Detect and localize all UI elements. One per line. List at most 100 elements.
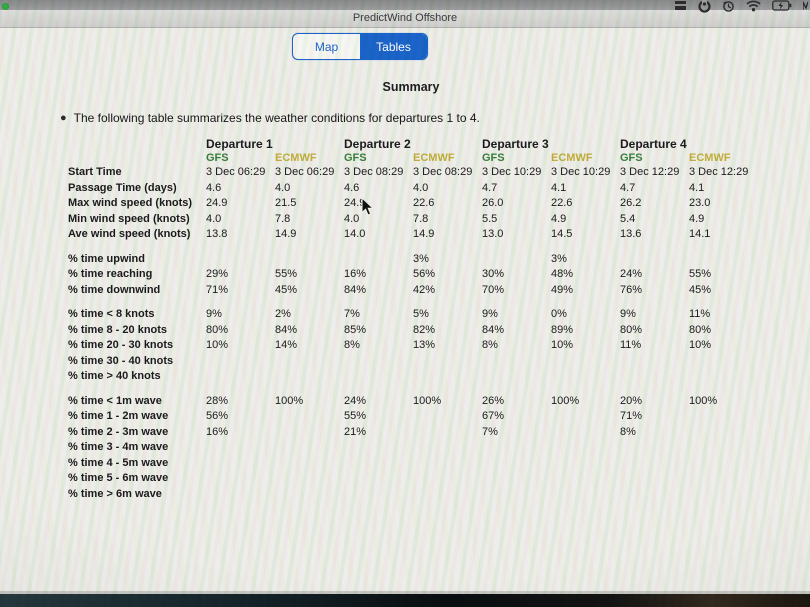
table-row: % time 4 - 5m wave: [68, 457, 762, 473]
table-cell: 11%: [689, 308, 711, 320]
gfs-column-header: GFS: [620, 152, 643, 164]
table-row: % time > 6m wave: [68, 488, 762, 504]
table-cell: 14.1: [689, 228, 711, 240]
departure-header-row: Departure 1 Departure 2 Departure 3 Depa…: [68, 137, 762, 152]
table-cell: 26.0: [482, 197, 504, 209]
app-circle-icon[interactable]: [698, 0, 711, 13]
table-cell: 100%: [413, 394, 442, 407]
table-cell: 2%: [275, 308, 291, 320]
table-row: % time downwind 71% 45% 84% 42% 70% 49% 76% 45%: [68, 284, 762, 300]
table-cell: 4.6: [206, 181, 222, 194]
table-cell: 55%: [275, 268, 298, 280]
gfs-column-header: GFS: [482, 152, 505, 164]
row-label: % time < 1m wave: [68, 394, 162, 407]
table-cell: 85%: [344, 323, 367, 336]
row-label: % time downwind: [68, 283, 161, 296]
row-label: % time 20 - 30 knots: [68, 339, 174, 351]
table-cell: 4.0: [413, 181, 429, 194]
table-cell: 22.6: [551, 197, 573, 209]
list-icon[interactable]: [674, 0, 687, 12]
wifi-icon[interactable]: [746, 0, 761, 12]
table-cell: 11%: [620, 339, 642, 351]
battery-charging-icon[interactable]: [772, 0, 792, 11]
table-cell: 70%: [482, 283, 505, 296]
tab-map[interactable]: Map: [314, 39, 339, 54]
table-row: % time 20 - 30 knots 10% 14% 8% 13% 8% 10% 11% 1…: [68, 339, 762, 355]
table-cell: 4.1: [689, 181, 705, 194]
table-cell: 3 Dec 12:29: [620, 166, 680, 178]
table-cell: 7.8: [413, 212, 429, 225]
row-label: % time 3 - 4m wave: [68, 441, 169, 453]
table-cell: 5.5: [482, 212, 498, 225]
table-row: % time upwind 3% 3%: [68, 253, 762, 269]
table-cell: 14.9: [275, 228, 297, 240]
menu-bar-icons: [674, 0, 810, 14]
row-label: Max wind speed (knots): [68, 197, 193, 209]
table-cell: 42%: [413, 283, 436, 296]
page-title: Summary: [382, 80, 440, 94]
bullet-disc: ●: [60, 112, 67, 124]
table-cell: 13.6: [620, 228, 642, 240]
row-label: % time 2 - 3m wave: [68, 425, 169, 438]
table-cell: 24.9: [344, 197, 366, 209]
table-cell: 4.1: [551, 181, 567, 194]
table-row: Ave wind speed (knots) 13.8 14.9 14.0 14.9 13…: [68, 228, 762, 244]
table-cell: 8%: [620, 425, 636, 438]
table-cell: 14.0: [344, 228, 366, 240]
table-cell: 26.2: [620, 197, 642, 209]
table-cell: 56%: [413, 268, 436, 280]
table-row: % time 5 - 6m wave: [68, 472, 762, 488]
table-cell: 21%: [344, 425, 367, 438]
table-cell: 4.6: [344, 181, 360, 194]
section-gap: [68, 386, 762, 395]
table-cell: 45%: [275, 283, 298, 296]
table-cell: 9%: [482, 308, 498, 320]
table-cell: 80%: [620, 323, 643, 336]
table-row: Min wind speed (knots) 4.0 7.8 4.0 7.8 5.5 4.9…: [68, 213, 762, 229]
row-label: % time 1 - 2m wave: [68, 410, 169, 422]
row-label: % time 8 - 20 knots: [68, 323, 168, 336]
table-cell: 89%: [551, 323, 574, 336]
table-cell: 84%: [482, 323, 505, 336]
section-gap: [68, 299, 762, 308]
table-cell: 3 Dec 10:29: [551, 166, 611, 178]
window-title-bar: PredictWind Offshore: [0, 10, 810, 28]
table-cell: 20%: [620, 394, 643, 407]
clipped-menu-glyph: [803, 0, 808, 11]
table-cell: 16%: [344, 268, 367, 280]
view-toggle: Map Tables: [292, 33, 428, 60]
table-row: % time < 8 knots 9% 2% 7% 5% 9% 0% 9% 11%: [68, 308, 762, 324]
row-label: % time > 40 knots: [68, 370, 161, 382]
table-row: % time reaching 29% 55% 16% 56% 30% 48% 24% 55%: [68, 268, 762, 284]
table-cell: 7%: [482, 425, 498, 438]
table-cell: 4.9: [689, 212, 705, 225]
table-cell: 71%: [620, 410, 643, 422]
table-cell: 100%: [689, 394, 718, 407]
table-cell: 13.8: [206, 228, 228, 240]
table-cell: 45%: [689, 283, 712, 296]
row-label: Passage Time (days): [68, 181, 177, 194]
table-body: Start Time 3 Dec 06:29 3 Dec 06:29 3 Dec 08…: [68, 166, 762, 503]
table-row: % time 8 - 20 knots 80% 84% 85% 82% 84% 89% 80%…: [68, 324, 762, 340]
row-label: Ave wind speed (knots): [68, 228, 191, 240]
row-label: Min wind speed (knots): [68, 212, 190, 225]
table-cell: 7%: [344, 308, 360, 320]
table-cell: 80%: [206, 323, 229, 336]
row-label: % time reaching: [68, 268, 153, 280]
table-cell: 24.9: [206, 197, 228, 209]
table-row: % time 30 - 40 knots: [68, 355, 762, 371]
table-cell: 4.0: [275, 181, 291, 194]
ecmwf-column-header: ECMWF: [551, 152, 593, 164]
table-cell: 9%: [206, 308, 222, 320]
table-cell: 24%: [620, 268, 643, 280]
time-machine-icon[interactable]: [722, 0, 735, 13]
table-cell: 55%: [689, 268, 712, 280]
table-cell: 8%: [482, 339, 498, 351]
table-cell: 5.4: [620, 212, 636, 225]
departure-1-header: Departure 1: [206, 137, 273, 151]
gfs-column-header: GFS: [206, 152, 229, 164]
tab-tables[interactable]: Tables: [360, 34, 427, 59]
row-label: % time 30 - 40 knots: [68, 354, 174, 367]
summary-bullet-text: The following table summarizes the weath…: [73, 111, 480, 125]
app-content: Map Tables Summary ● The following table…: [0, 28, 810, 592]
